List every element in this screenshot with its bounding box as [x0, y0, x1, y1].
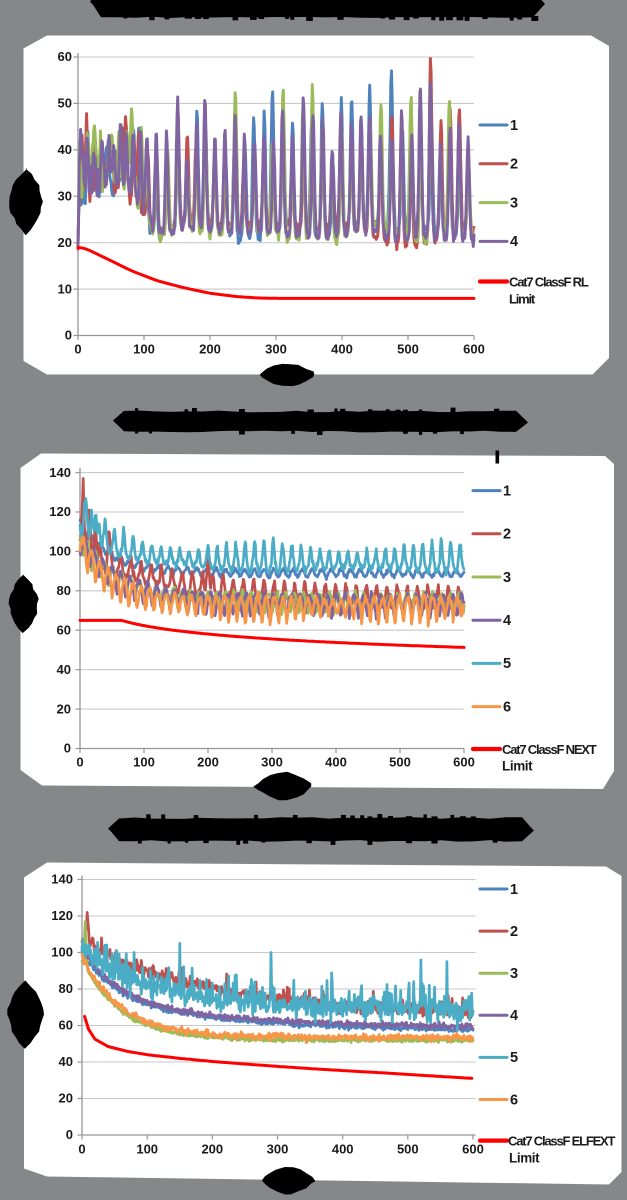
svg-text:80: 80: [57, 583, 71, 598]
svg-text:4: 4: [503, 613, 511, 629]
svg-text:200: 200: [197, 755, 219, 770]
svg-text:3: 3: [510, 966, 518, 982]
svg-text:100: 100: [51, 945, 73, 960]
svg-text:4: 4: [510, 234, 518, 250]
svg-text:40: 40: [59, 1054, 73, 1069]
svg-text:300: 300: [267, 1142, 289, 1157]
svg-text:30: 30: [58, 188, 72, 203]
svg-text:5: 5: [510, 1050, 518, 1066]
svg-text:Limit: Limit: [509, 1150, 540, 1165]
svg-text:3: 3: [503, 570, 511, 586]
svg-text:60: 60: [57, 622, 71, 637]
svg-text:20: 20: [59, 1091, 73, 1106]
svg-text:400: 400: [331, 342, 353, 357]
svg-text:100: 100: [136, 1142, 158, 1157]
svg-text:6: 6: [503, 699, 511, 715]
svg-text:4: 4: [510, 1008, 518, 1024]
svg-text:2: 2: [510, 157, 518, 173]
svg-text:1: 1: [510, 118, 518, 134]
svg-text:0: 0: [66, 1127, 73, 1142]
svg-text:Cat7 ClassF ELFEXT: Cat7 ClassF ELFEXT: [508, 1133, 616, 1148]
svg-text:400: 400: [325, 755, 347, 770]
svg-text:5: 5: [503, 656, 511, 672]
svg-text:6: 6: [510, 1092, 518, 1108]
svg-text:Limit: Limit: [502, 759, 533, 774]
svg-text:2: 2: [503, 527, 511, 543]
svg-text:120: 120: [49, 504, 71, 519]
svg-text:600: 600: [463, 342, 485, 357]
svg-text:200: 200: [201, 1142, 223, 1157]
svg-text:0: 0: [65, 328, 72, 343]
svg-text:400: 400: [332, 1142, 354, 1157]
svg-text:140: 140: [49, 465, 71, 480]
svg-text:500: 500: [389, 755, 411, 770]
svg-text:0: 0: [74, 342, 81, 357]
svg-text:40: 40: [58, 142, 72, 157]
svg-text:100: 100: [133, 342, 155, 357]
svg-text:10: 10: [58, 281, 72, 296]
svg-text:20: 20: [58, 235, 72, 250]
svg-text:50: 50: [58, 96, 72, 111]
svg-text:20: 20: [57, 701, 71, 716]
svg-text:1: 1: [510, 882, 518, 898]
svg-text:Cat7 ClassF RL: Cat7 ClassF RL: [509, 274, 589, 289]
svg-text:1: 1: [503, 483, 511, 499]
svg-text:0: 0: [64, 741, 71, 756]
svg-text:200: 200: [199, 342, 221, 357]
svg-text:3: 3: [510, 195, 518, 211]
svg-text:300: 300: [261, 755, 283, 770]
svg-text:80: 80: [59, 981, 73, 996]
svg-text:120: 120: [51, 908, 73, 923]
svg-text:600: 600: [462, 1142, 484, 1157]
svg-text:0: 0: [76, 755, 83, 770]
svg-text:2: 2: [510, 924, 518, 940]
svg-text:500: 500: [397, 1142, 419, 1157]
svg-text:500: 500: [397, 342, 419, 357]
svg-text:60: 60: [58, 49, 72, 64]
svg-text:600: 600: [453, 755, 475, 770]
svg-text:60: 60: [59, 1018, 73, 1033]
svg-text:Cat7 ClassF NEXT: Cat7 ClassF NEXT: [502, 742, 597, 757]
svg-text:Limit: Limit: [509, 291, 536, 306]
svg-text:40: 40: [57, 662, 71, 677]
svg-text:300: 300: [265, 342, 287, 357]
svg-text:100: 100: [49, 544, 71, 559]
svg-text:100: 100: [133, 755, 155, 770]
svg-text:140: 140: [51, 872, 73, 887]
svg-text:0: 0: [78, 1142, 85, 1157]
